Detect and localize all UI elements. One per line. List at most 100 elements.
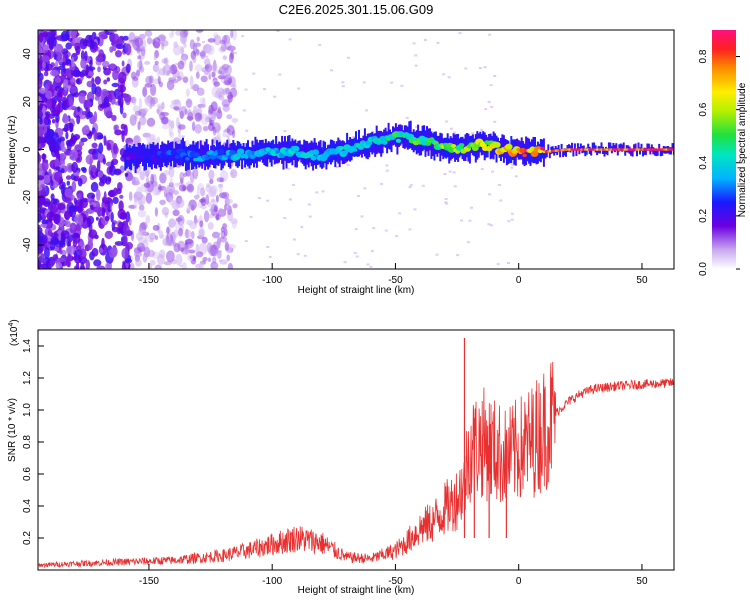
- noise-speck: [353, 251, 357, 254]
- noise-speck: [471, 132, 475, 135]
- ridge-envelope: [576, 143, 579, 151]
- noise-speck: [423, 39, 427, 41]
- ridge-envelope: [647, 143, 650, 151]
- noise-speck: [195, 197, 199, 200]
- noise-speck: [211, 85, 220, 98]
- noise-speck: [245, 129, 249, 132]
- noise-speck: [82, 167, 87, 173]
- ridge-envelope: [465, 133, 468, 158]
- noise-speck: [144, 96, 152, 104]
- noise-speck: [175, 63, 179, 66]
- noise-speck: [136, 186, 142, 198]
- noise-speck: [366, 263, 370, 266]
- noise-speck: [136, 242, 145, 252]
- noise-speck: [40, 263, 49, 269]
- noise-speck: [174, 182, 181, 187]
- noise-speck: [326, 143, 330, 146]
- noise-speck: [114, 241, 124, 246]
- noise-speck: [51, 132, 59, 144]
- noise-speck: [480, 128, 484, 131]
- noise-speck: [41, 219, 49, 225]
- top-y-tick-label: -20: [22, 190, 33, 205]
- noise-speck: [69, 64, 76, 71]
- noise-speck: [38, 233, 42, 246]
- noise-speck: [65, 175, 72, 180]
- noise-speck: [93, 129, 97, 141]
- scale-factor-exponent: 4: [8, 323, 15, 327]
- bottom-y-axis: 0.2 0.4 0.6 0.8 1.0 1.2 1.4: [22, 339, 44, 545]
- noise-speck: [214, 211, 218, 214]
- noise-speck: [69, 77, 76, 85]
- noise-speck: [72, 238, 78, 248]
- noise-speck: [150, 83, 157, 96]
- noise-speck: [307, 203, 311, 206]
- noise-speck: [211, 231, 220, 239]
- noise-speck: [125, 63, 131, 74]
- ridge-envelope: [297, 140, 300, 162]
- noise-speck: [61, 181, 66, 190]
- ridge-envelope: [254, 136, 257, 164]
- ridge-core: [204, 155, 210, 161]
- noise-speck: [444, 201, 448, 204]
- noise-speck: [90, 164, 97, 173]
- noise-speck: [73, 197, 78, 205]
- ridge-core: [161, 155, 170, 162]
- noise-speck: [103, 67, 111, 76]
- noise-speck: [43, 31, 48, 37]
- noise-speck: [93, 259, 102, 267]
- ridge-envelope: [548, 151, 551, 159]
- noise-speck: [38, 224, 41, 230]
- colorbar-tick-label: 0.4: [698, 155, 709, 169]
- noise-speck: [60, 230, 70, 240]
- noise-speck: [86, 66, 96, 71]
- ridge-core: [244, 155, 249, 159]
- noise-speck: [212, 263, 219, 269]
- noise-speck: [209, 209, 213, 212]
- noise-speck: [57, 103, 61, 112]
- noise-speck: [75, 70, 81, 77]
- noise-speck: [133, 96, 137, 106]
- noise-speck: [68, 96, 74, 107]
- noise-speck: [76, 245, 82, 252]
- noise-speck: [300, 226, 304, 229]
- noise-speck: [58, 96, 67, 102]
- noise-speck: [105, 262, 111, 269]
- noise-speck: [173, 106, 180, 111]
- colorbar-ticks: 0.0 0.2 0.4 0.6 0.8: [698, 49, 740, 276]
- ridge-envelope: [217, 142, 220, 166]
- noise-speck: [447, 76, 451, 79]
- noise-speck: [180, 33, 187, 45]
- noise-speck: [70, 86, 77, 94]
- ridge-core: [169, 155, 175, 160]
- noise-speck: [38, 212, 42, 223]
- ridge-envelope: [600, 142, 603, 150]
- ridge-envelope: [656, 148, 659, 156]
- noise-speck: [207, 257, 211, 263]
- noise-speck: [242, 165, 246, 168]
- noise-speck: [135, 259, 142, 267]
- noise-speck: [96, 265, 106, 269]
- noise-speck: [88, 229, 98, 239]
- noise-speck: [245, 167, 249, 170]
- bottom-y-tick-label: 0.8: [22, 435, 33, 449]
- noise-speck: [315, 191, 319, 194]
- noise-speck: [490, 105, 494, 108]
- colorbar-tick-label: 0.6: [698, 102, 709, 116]
- noise-speck: [125, 242, 133, 250]
- noise-speck: [207, 38, 216, 43]
- ridge-envelope: [619, 143, 622, 151]
- noise-speck: [200, 187, 206, 197]
- scale-factor-close: ): [9, 319, 20, 322]
- noise-speck: [54, 171, 63, 183]
- noise-speck: [91, 247, 99, 257]
- ridge-envelope: [544, 151, 547, 159]
- noise-speck: [194, 170, 199, 177]
- noise-speck: [98, 49, 104, 58]
- noise-speck: [351, 135, 355, 138]
- ridge-envelope: [177, 143, 180, 165]
- noise-speck: [201, 236, 208, 244]
- noise-speck: [196, 186, 200, 198]
- noise-speck: [138, 97, 142, 110]
- noise-speck: [266, 246, 270, 248]
- noise-speck: [113, 187, 119, 196]
